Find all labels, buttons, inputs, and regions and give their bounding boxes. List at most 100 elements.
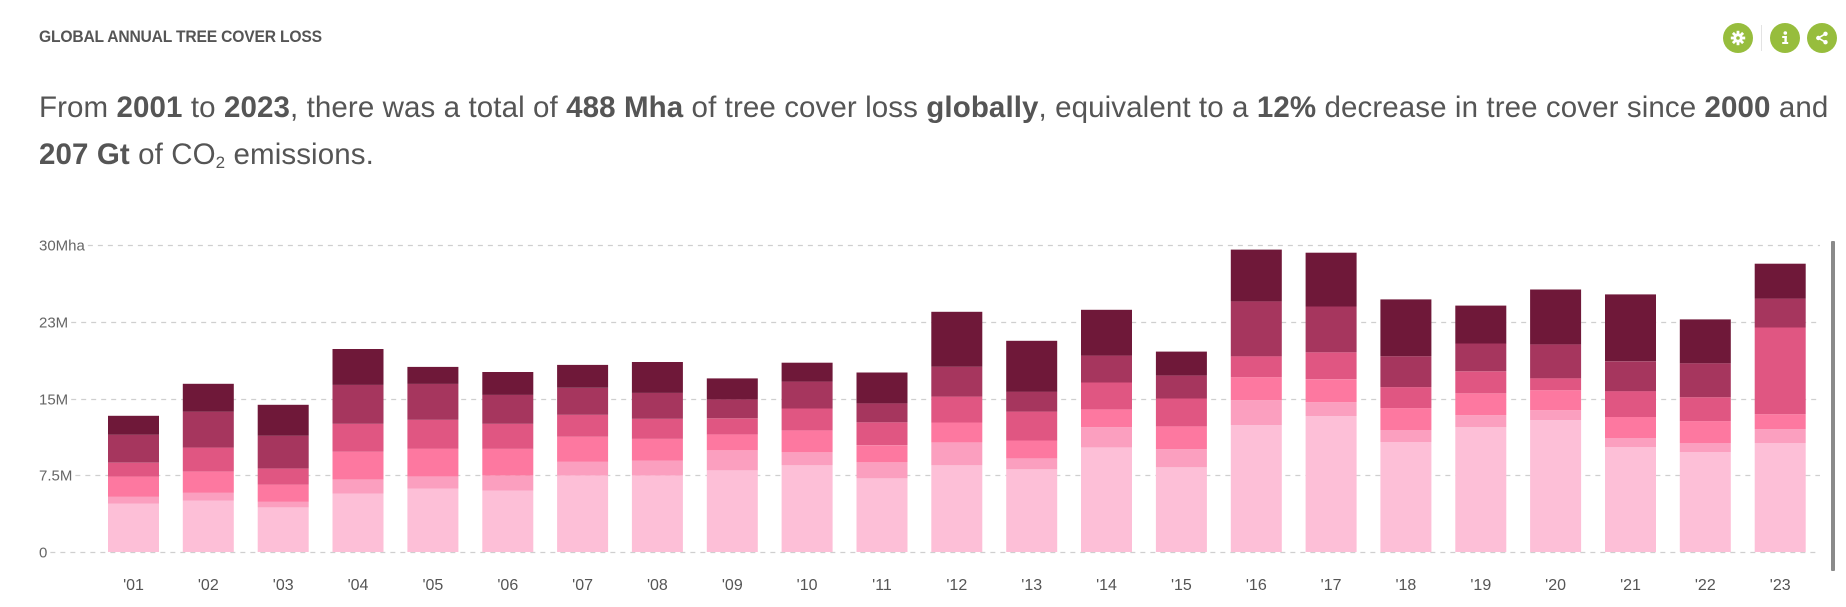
- bar-stack[interactable]: [1380, 299, 1432, 552]
- bar-segment-5[interactable]: [706, 399, 758, 419]
- bar-segment-1[interactable]: [856, 478, 908, 552]
- bar-segment-6[interactable]: [1230, 249, 1282, 302]
- scrollbar[interactable]: [1831, 241, 1835, 571]
- bar-segment-4[interactable]: [631, 418, 683, 439]
- bar-segment-1[interactable]: [557, 475, 609, 552]
- bar-segment-1[interactable]: [257, 507, 309, 553]
- bar-segment-3[interactable]: [108, 476, 159, 497]
- bar-segment-5[interactable]: [931, 366, 983, 397]
- bar-segment-2[interactable]: [407, 476, 459, 489]
- bar-segment-5[interactable]: [1455, 343, 1507, 372]
- bar-segment-5[interactable]: [407, 383, 459, 420]
- bar-stack[interactable]: [1530, 289, 1582, 553]
- bar-segment-6[interactable]: [407, 366, 459, 384]
- bar-segment-1[interactable]: [1006, 469, 1058, 552]
- bar-stack[interactable]: [407, 366, 459, 552]
- bar-segment-1[interactable]: [1305, 416, 1357, 552]
- bar-segment-4[interactable]: [706, 418, 758, 435]
- bar-segment-5[interactable]: [557, 387, 609, 415]
- bar-segment-4[interactable]: [1455, 371, 1507, 394]
- bar-segment-2[interactable]: [1679, 443, 1731, 452]
- bar-segment-6[interactable]: [931, 311, 983, 367]
- bar-segment-6[interactable]: [557, 364, 609, 388]
- bar-segment-6[interactable]: [1605, 294, 1656, 362]
- bar-segment-4[interactable]: [781, 408, 833, 431]
- bar-stack[interactable]: [931, 311, 983, 552]
- bar-segment-2[interactable]: [1455, 415, 1507, 428]
- bar-segment-5[interactable]: [1155, 375, 1207, 399]
- bar-segment-4[interactable]: [1081, 382, 1132, 410]
- bar-segment-4[interactable]: [332, 423, 384, 452]
- bar-segment-3[interactable]: [1380, 408, 1432, 430]
- bar-stack[interactable]: [557, 364, 609, 552]
- bar-segment-3[interactable]: [856, 445, 908, 463]
- bar-segment-6[interactable]: [781, 362, 833, 382]
- bar-segment-4[interactable]: [1006, 411, 1058, 441]
- bar-segment-4[interactable]: [1754, 327, 1806, 415]
- bar-segment-3[interactable]: [706, 434, 758, 451]
- bar-stack[interactable]: [332, 349, 384, 552]
- bar-segment-4[interactable]: [1605, 391, 1656, 417]
- bar-segment-3[interactable]: [1455, 393, 1507, 416]
- bar-segment-4[interactable]: [557, 414, 609, 437]
- bar-segment-1[interactable]: [1754, 443, 1806, 552]
- bar-segment-2[interactable]: [781, 452, 833, 466]
- bar-segment-5[interactable]: [1081, 355, 1132, 383]
- bar-segment-1[interactable]: [1530, 420, 1582, 552]
- bar-segment-3[interactable]: [931, 422, 983, 443]
- bar-segment-3[interactable]: [1081, 409, 1132, 428]
- bar-stack[interactable]: [1230, 249, 1282, 552]
- bar-segment-2[interactable]: [1006, 458, 1058, 470]
- bar-stack[interactable]: [781, 362, 833, 552]
- bar-stack[interactable]: [1081, 309, 1132, 552]
- bar-segment-2[interactable]: [332, 479, 384, 494]
- bar-segment-1[interactable]: [631, 475, 683, 552]
- bar-segment-6[interactable]: [1081, 309, 1132, 356]
- bar-segment-6[interactable]: [1455, 305, 1507, 344]
- bar-segment-2[interactable]: [482, 475, 534, 491]
- share-button[interactable]: [1807, 23, 1837, 53]
- bar-segment-4[interactable]: [407, 419, 459, 449]
- bar-stack[interactable]: [257, 404, 309, 553]
- bar-stack[interactable]: [706, 378, 758, 552]
- bar-segment-5[interactable]: [482, 394, 534, 424]
- bar-segment-6[interactable]: [1754, 263, 1806, 299]
- bar-segment-2[interactable]: [1380, 430, 1432, 442]
- bar-segment-1[interactable]: [1081, 447, 1132, 552]
- bar-segment-2[interactable]: [1230, 400, 1282, 426]
- bar-segment-5[interactable]: [1679, 363, 1731, 398]
- bar-segment-4[interactable]: [257, 468, 309, 485]
- bar-segment-5[interactable]: [1754, 298, 1806, 328]
- bar-segment-5[interactable]: [1230, 301, 1282, 357]
- bar-segment-2[interactable]: [706, 450, 758, 471]
- bar-segment-2[interactable]: [856, 462, 908, 479]
- bar-segment-2[interactable]: [931, 442, 983, 466]
- bar-stack[interactable]: [108, 415, 159, 552]
- bar-segment-6[interactable]: [706, 378, 758, 400]
- bar-stack[interactable]: [856, 372, 908, 553]
- bar-segment-6[interactable]: [1380, 299, 1432, 357]
- bar-segment-6[interactable]: [1679, 319, 1731, 364]
- bar-segment-1[interactable]: [706, 470, 758, 552]
- bar-segment-5[interactable]: [1305, 306, 1357, 353]
- bar-segment-4[interactable]: [1230, 356, 1282, 378]
- bar-segment-2[interactable]: [1155, 449, 1207, 468]
- bar-segment-3[interactable]: [407, 448, 459, 477]
- bar-segment-3[interactable]: [332, 451, 384, 480]
- bar-segment-6[interactable]: [332, 349, 384, 385]
- bar-segment-3[interactable]: [182, 471, 234, 493]
- bar-segment-6[interactable]: [482, 372, 534, 395]
- bar-segment-5[interactable]: [1530, 344, 1582, 379]
- bar-segment-1[interactable]: [1679, 452, 1731, 552]
- bar-segment-1[interactable]: [1605, 447, 1656, 552]
- bar-segment-5[interactable]: [108, 434, 159, 463]
- bar-segment-4[interactable]: [1155, 398, 1207, 427]
- bar-segment-2[interactable]: [1305, 402, 1357, 417]
- bar-segment-1[interactable]: [407, 488, 459, 552]
- bar-segment-3[interactable]: [1006, 440, 1058, 459]
- bar-segment-1[interactable]: [332, 493, 384, 552]
- bar-segment-3[interactable]: [1605, 417, 1656, 438]
- bar-stack[interactable]: [1754, 263, 1806, 552]
- bar-segment-5[interactable]: [856, 403, 908, 423]
- bar-segment-1[interactable]: [482, 490, 534, 552]
